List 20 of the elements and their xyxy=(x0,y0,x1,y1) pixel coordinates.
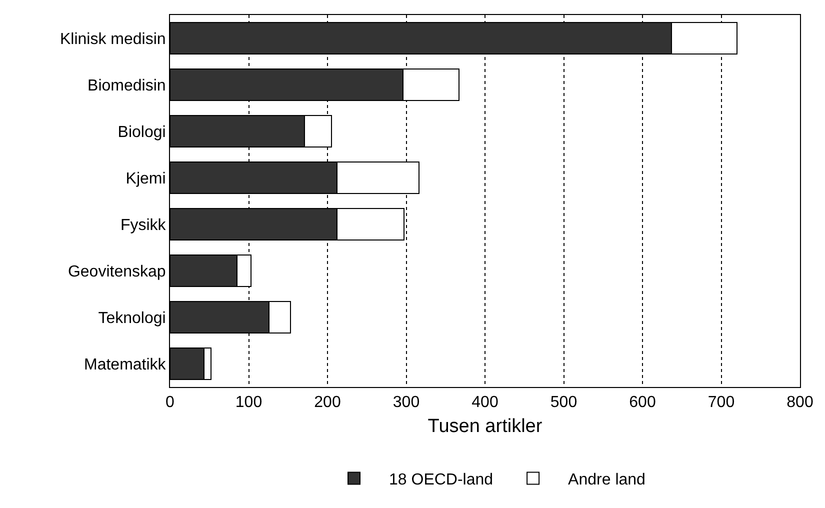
x-tick-label: 700 xyxy=(708,394,735,412)
x-tick-label: 100 xyxy=(235,394,262,412)
y-tick-label: Kjemi xyxy=(126,170,166,188)
x-tick-label: 400 xyxy=(472,394,498,412)
y-tick-label: Teknologi xyxy=(98,310,166,327)
x-tick-label: 600 xyxy=(629,394,656,412)
y-tick-label: Matematikk xyxy=(84,356,167,374)
y-tick-label: Fysikk xyxy=(120,216,167,234)
x-axis-title: Tusen artikler xyxy=(428,416,543,437)
x-tick-label: 200 xyxy=(314,394,341,412)
y-tick-label: Klinisk medisin xyxy=(60,30,166,48)
x-tick-label: 500 xyxy=(550,394,578,412)
y-tick-label: Biologi xyxy=(118,124,166,141)
x-tick-label: 300 xyxy=(392,394,420,412)
legend-label: 18 OECD-land xyxy=(389,472,494,489)
x-tick-label: 0 xyxy=(166,394,175,412)
y-tick-label: Geovitenskap xyxy=(68,263,166,280)
x-tick-label: 800 xyxy=(786,394,814,412)
y-tick-label: Biomedisin xyxy=(88,77,166,94)
legend-label: Andre land xyxy=(568,472,646,489)
